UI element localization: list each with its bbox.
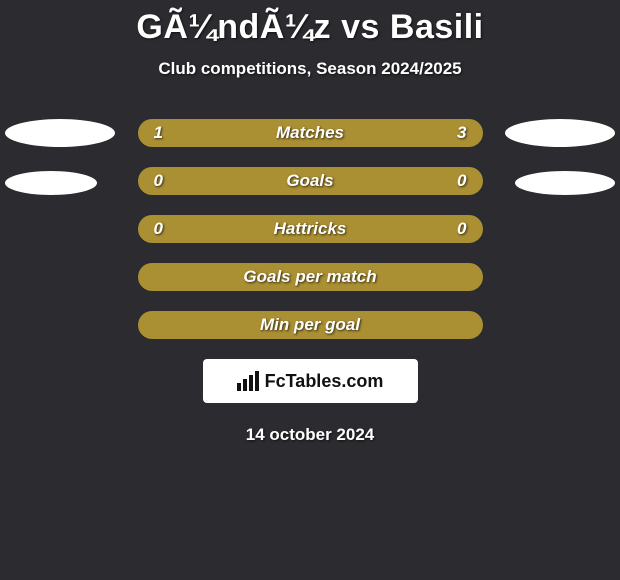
stat-row: Matches1 3	[0, 119, 620, 147]
stat-row: Min per goal	[0, 311, 620, 339]
stat-value-left: 0	[154, 217, 163, 241]
bars-icon	[237, 371, 259, 391]
stat-label: Min per goal	[140, 313, 481, 337]
stat-value-left: 1	[154, 121, 163, 145]
stat-label: Goals per match	[140, 265, 481, 289]
stat-label: Matches	[140, 121, 481, 145]
date-text: 14 october 2024	[0, 425, 620, 445]
stat-row: Goals0 0	[0, 167, 620, 195]
stat-row: Goals per match	[0, 263, 620, 291]
stat-bar: Matches1 3	[138, 119, 483, 147]
stat-bar: Goals0 0	[138, 167, 483, 195]
stat-label: Hattricks	[140, 217, 481, 241]
stat-value-right: 0	[457, 217, 466, 241]
comparison-infographic: GÃ¼ndÃ¼z vs Basili Club competitions, Se…	[0, 0, 620, 445]
left-ellipse	[5, 119, 115, 147]
stat-value-left: 0	[154, 169, 163, 193]
stat-rows: Matches13Goals00Hattricks00Goals per mat…	[0, 119, 620, 339]
stat-row: Hattricks0 0	[0, 215, 620, 243]
brand-logo-text: FcTables.com	[265, 371, 384, 392]
brand-logo-box: FcTables.com	[203, 359, 418, 403]
right-ellipse	[505, 119, 615, 147]
left-ellipse	[5, 171, 97, 195]
stat-label: Goals	[140, 169, 481, 193]
page-title: GÃ¼ndÃ¼z vs Basili	[0, 8, 620, 47]
stat-bar: Min per goal	[138, 311, 483, 339]
stat-bar: Hattricks0 0	[138, 215, 483, 243]
stat-value-right: 0	[457, 169, 466, 193]
stat-value-right: 3	[457, 121, 466, 145]
right-ellipse	[515, 171, 615, 195]
stat-bar: Goals per match	[138, 263, 483, 291]
subtitle: Club competitions, Season 2024/2025	[0, 59, 620, 79]
